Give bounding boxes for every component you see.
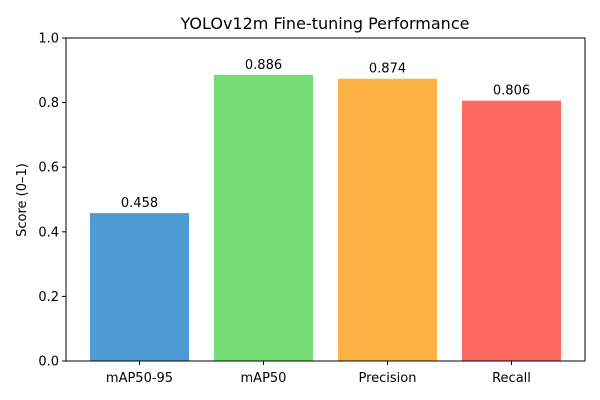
x-tick-label: Recall: [492, 371, 531, 386]
x-tick-label: Precision: [358, 371, 416, 386]
bar-value-label: 0.874: [369, 62, 406, 77]
y-axis-label: Score (0–1): [15, 163, 30, 237]
bar: [214, 74, 313, 362]
y-tick-label: 0.8: [38, 96, 59, 111]
axes-frame: [65, 37, 586, 362]
x-tick-label: mAP50: [241, 371, 287, 386]
y-tick-label: 0.4: [38, 225, 59, 240]
bar-value-label: 0.806: [493, 84, 530, 99]
plot-area: 0.0 0.2 0.4 0.6 0.8 1.0 mAP50-95 0.458 mAP50 0.88…: [38, 32, 561, 386]
x-tick-label: mAP50-95: [106, 371, 173, 386]
bar: [462, 100, 561, 362]
bar: [338, 78, 437, 361]
y-tick-label: 0.6: [38, 161, 59, 176]
y-tick-label: 0.0: [38, 355, 59, 370]
bar: [90, 213, 189, 361]
bar-value-label: 0.458: [121, 196, 158, 211]
chart-title: YOLOv12m Fine-tuning Performance: [180, 14, 470, 33]
y-tick-label: 1.0: [38, 32, 59, 47]
y-tick-label: 0.2: [38, 290, 59, 305]
bar-value-label: 0.886: [245, 58, 282, 73]
